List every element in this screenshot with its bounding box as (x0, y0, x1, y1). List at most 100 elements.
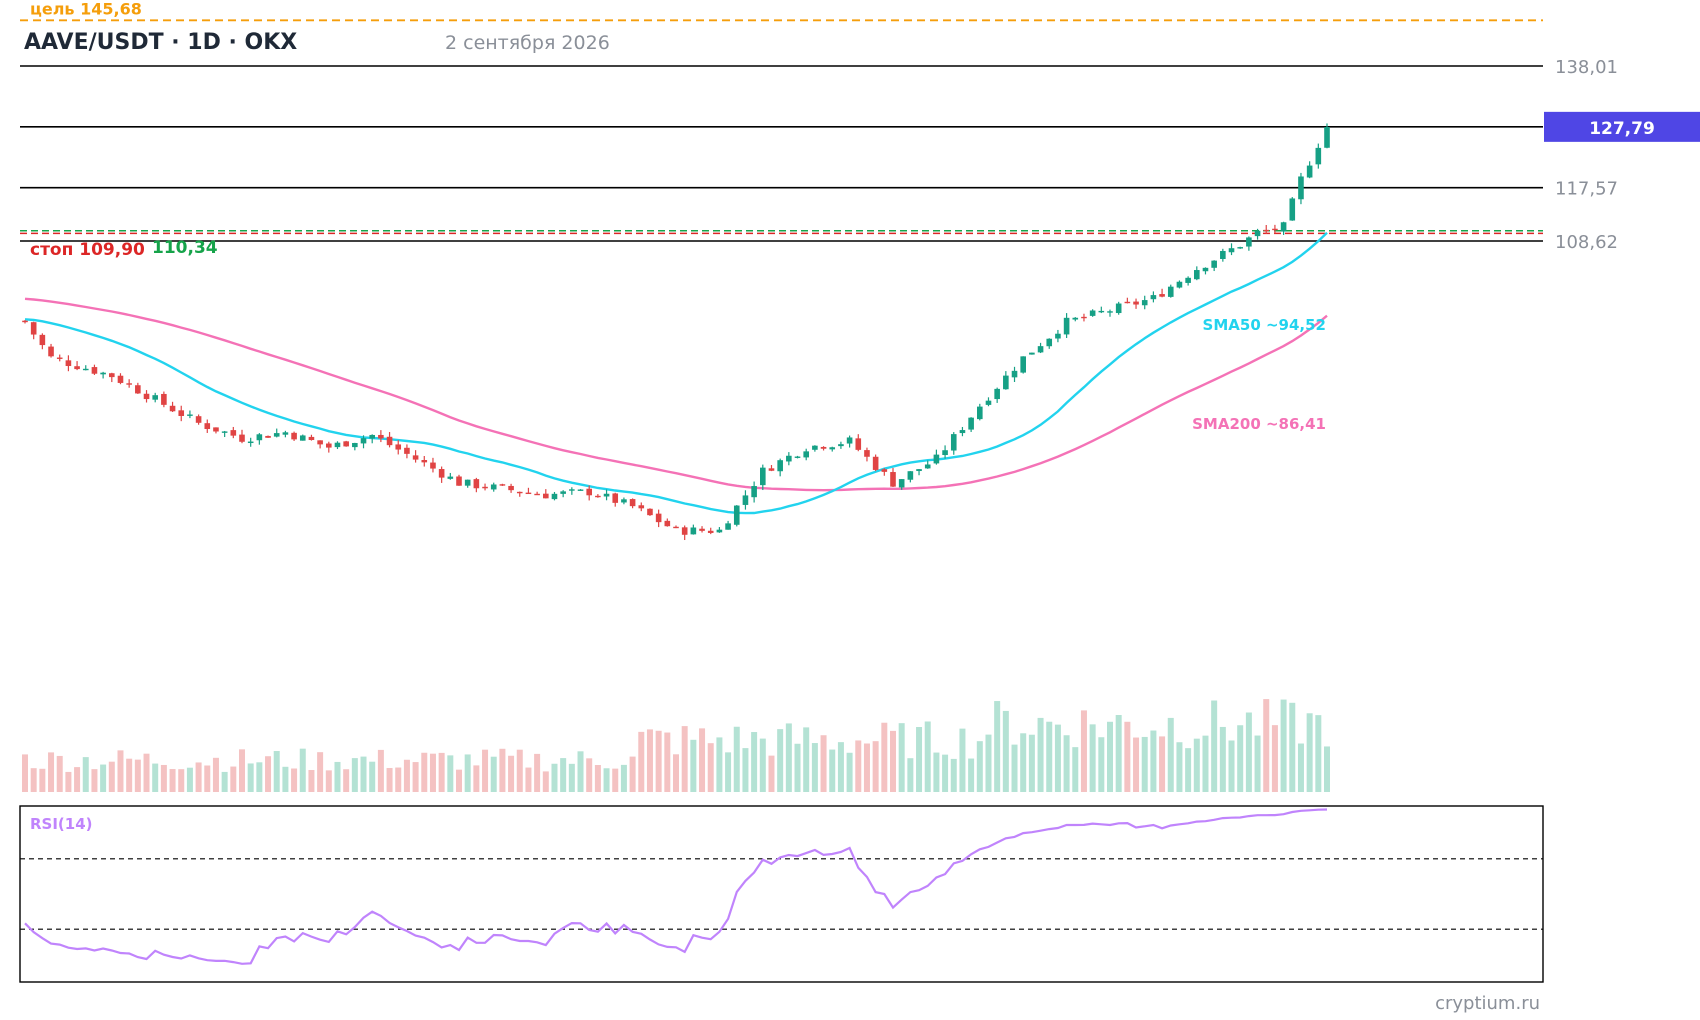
candle-body (352, 442, 358, 448)
candle-body (1063, 317, 1070, 335)
candle-body (638, 505, 645, 509)
candle-body (117, 375, 124, 383)
volume-bar (325, 770, 332, 792)
volume-bar (56, 755, 63, 792)
candle-body (786, 455, 792, 462)
candle-body (751, 486, 757, 498)
volume-bar (299, 748, 306, 792)
volume-bar (126, 758, 133, 792)
candle-body (386, 436, 393, 446)
candle-body (1185, 277, 1191, 283)
candle-body (282, 432, 289, 435)
current-price-label: 127,79 (1589, 119, 1655, 139)
volume-bar (534, 753, 541, 792)
candle-body (360, 438, 367, 444)
candle-body (950, 434, 957, 451)
current-price-tag (1544, 111, 1700, 142)
volume-bar (186, 767, 193, 792)
volume-bar (1245, 712, 1252, 792)
candle-body (421, 460, 428, 463)
volume-bar (22, 754, 28, 792)
volume-bar (508, 755, 515, 792)
volume-bar (308, 770, 315, 792)
candle-body (74, 366, 80, 370)
volume-bar (1072, 747, 1079, 792)
candle-body (213, 427, 219, 432)
volume-bar (74, 767, 81, 792)
candle-body (1228, 248, 1235, 253)
candle-body (733, 505, 740, 525)
candle-body (560, 491, 566, 494)
volume-bar (829, 749, 836, 792)
volume-bar (1315, 715, 1322, 792)
candle-body (204, 423, 211, 430)
candle-body (91, 367, 98, 374)
volume-bar (377, 749, 384, 792)
volume-bar (1080, 710, 1087, 792)
volume-bar (916, 727, 923, 792)
volume-bar (1124, 721, 1131, 792)
volume-bar (890, 730, 896, 792)
candle-body (898, 479, 905, 488)
volume-bar (1324, 746, 1330, 792)
price-levels: 138,01 117,57 108,62 цель 145,68 стоп 109,90… (20, 0, 1700, 260)
volume-bar (1054, 724, 1061, 792)
volume-bar (1237, 725, 1244, 792)
volume-bar (1159, 736, 1166, 792)
volume-bar (282, 766, 289, 792)
candle-body (169, 405, 176, 412)
candle-body (100, 372, 106, 375)
candle-body (508, 485, 514, 491)
volume-bar (959, 728, 966, 792)
volume-bar (655, 730, 662, 792)
volume-bar (924, 721, 931, 792)
entry-label: 110,34 (152, 238, 218, 258)
candle-body (768, 468, 775, 471)
candle-body (864, 450, 870, 457)
volume-bar (881, 722, 888, 792)
candle-body (438, 469, 445, 478)
volume-bar (777, 729, 784, 792)
volume-bar (39, 768, 46, 792)
candle-body (855, 438, 862, 450)
volume-bar (1002, 710, 1009, 792)
volume-bar (646, 729, 653, 792)
volume-bar (334, 761, 341, 792)
volume-bar (525, 767, 532, 792)
volume-bar (985, 734, 992, 792)
candle-body (1011, 370, 1018, 378)
candle-body (977, 406, 983, 420)
candle-body (916, 469, 922, 472)
sma50-line (24, 231, 1328, 515)
candle-body (985, 400, 992, 405)
candle-body (681, 527, 688, 535)
chart-symbol-title: AAVE/USDT · 1D · OKX (24, 30, 297, 55)
volume-bar (1271, 725, 1278, 792)
volume-bar (664, 732, 671, 792)
candle-body (291, 432, 297, 440)
candle-body (942, 450, 948, 456)
candle-body (794, 456, 801, 458)
rsi-panel: RSI(14) (19, 805, 1544, 983)
candle-body (221, 431, 228, 433)
volume-bar (811, 743, 818, 792)
volume-bar (586, 758, 593, 792)
candle-body (1263, 229, 1270, 232)
volume-bar (673, 754, 679, 792)
volume-bar (612, 768, 619, 792)
candle-body (247, 441, 254, 444)
volume-bar (152, 763, 159, 792)
candle-body (1306, 165, 1313, 178)
candle-body (569, 489, 575, 491)
candle-body (881, 469, 888, 472)
candle-body (1202, 267, 1209, 272)
volume-bar (360, 756, 367, 792)
volume-bar (933, 752, 940, 792)
volume-bar (212, 757, 219, 792)
candle-body (109, 373, 115, 378)
volume-bar (1107, 721, 1113, 792)
volume-bar (169, 769, 176, 792)
candle-body (829, 447, 836, 450)
candle-body (690, 527, 697, 535)
level-label-0: 138,01 (1555, 57, 1618, 78)
